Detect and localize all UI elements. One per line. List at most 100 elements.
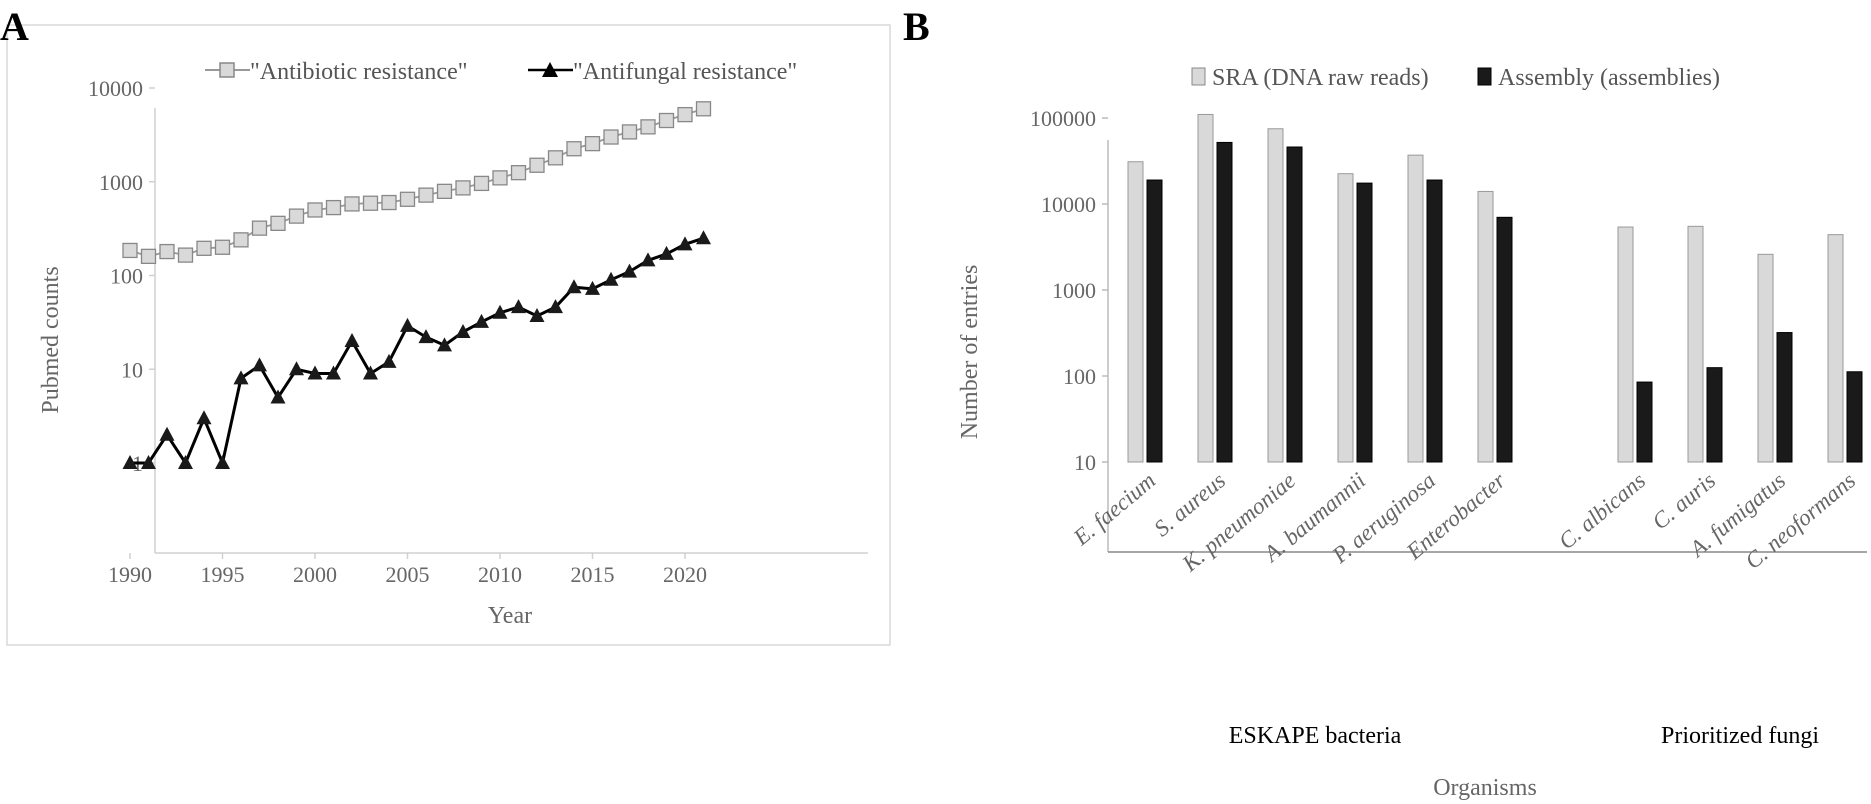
panel-b-x-axis-label: Organisms [1433,775,1537,801]
antibiotic-point [566,141,582,157]
antibiotic-point [418,187,434,203]
sra-bar [1337,173,1354,463]
antibiotic-point [344,196,360,212]
group-label-eskape: ESKAPE bacteria [1229,723,1402,749]
sra-bar [1197,113,1214,463]
antibiotic-point [159,243,175,260]
antibiotic-point [270,215,286,231]
antibiotic-point [455,180,471,196]
antibiotic-point [233,232,249,248]
panel-b-legend: SRA (DNA raw reads) Assembly (assemblies… [1191,65,1720,91]
antibiotic-point [381,194,397,211]
legend-antifungal-label: "Antifungal resistance" [573,59,797,85]
panel-a-line-chart: A "Antibiotic resistance" "Antifungal re… [0,4,891,646]
panel-a-frame [6,24,891,646]
panel-b-y-axis-label: Number of entries [957,265,983,440]
antifungal-point [252,357,267,372]
antifungal-point [178,455,193,469]
antifungal-point [603,271,619,286]
antifungal-point [492,304,508,319]
assembly-bar [1426,179,1443,463]
antibiotic-point [362,195,379,211]
panel-a-x-tick-label: 2005 [386,562,430,587]
organism-label: E. faecium [1068,468,1160,551]
panel-a-letter: A [0,4,29,49]
antibiotic-point [399,191,416,207]
antibiotic-point [547,150,564,166]
antifungal-point [400,317,415,332]
legend-sra-label: SRA (DNA raw reads) [1212,65,1429,91]
panel-b-letter: B [903,4,930,49]
antibiotic-point [529,157,545,173]
panel-a-x-tick-label: 2015 [571,562,615,587]
antibiotic-point [122,242,138,259]
antibiotic-point [251,220,268,236]
antifungal-point [233,370,249,385]
antifungal-point [307,365,323,380]
antibiotic-point [325,199,342,216]
sra-bar [1827,234,1844,463]
antifungal-point [622,263,637,278]
sra-bar [1687,225,1704,463]
assembly-bar [1846,371,1863,463]
antibiotic-point [658,112,675,129]
legend-sra-swatch [1191,67,1206,86]
panel-a-x-tick-label: 2000 [293,562,337,587]
legend-assembly-label: Assembly (assemblies) [1498,65,1720,91]
antifungal-point [159,426,175,441]
panel-a-legend: "Antibiotic resistance" "Antifungal resi… [205,59,797,85]
antifungal-point [455,323,471,338]
antibiotic-point [584,135,601,152]
assembly-bar [1286,146,1303,463]
panel-a-y-axis-label: Pubmed counts [38,266,64,413]
panel-a-x-tick-label: 1990 [108,562,152,587]
antifungal-point [548,299,563,314]
antibiotic-point [677,106,693,123]
assembly-bar [1216,141,1233,463]
sra-bar [1127,161,1144,463]
antibiotic-point [177,247,194,263]
legend-marker-square [219,62,235,78]
panel-b-bar-chart: B SRA (DNA raw reads) Assembly (assembli… [903,4,1867,801]
antibiotic-point [196,240,212,256]
antifungal-point [511,299,526,314]
antifungal-point [659,245,674,260]
antibiotic-point [140,248,157,265]
assembly-bar [1146,179,1163,463]
antifungal-point [381,353,397,368]
sra-bar [1617,226,1634,463]
panel-a-x-tick-label: 2020 [663,562,707,587]
panel-a-y-tick-label: 10 [121,357,143,382]
antifungal-point [474,313,489,328]
antibiotic-point [436,183,453,199]
panel-b-y-tick-label: 100 [1063,364,1096,389]
antifungal-point [141,455,156,469]
antibiotic-point [695,101,712,117]
antibiotic-point [621,124,638,140]
antifungal-point [566,279,582,294]
antifungal-point [529,307,545,322]
panel-a-x-tick-label: 1995 [201,562,245,587]
antifungal-point [585,280,600,295]
antifungal-point [215,455,230,469]
antifungal-point [270,389,286,404]
sra-bar [1267,128,1284,463]
antibiotic-point [492,170,508,186]
antifungal-point [640,252,656,267]
sra-bar [1477,190,1494,463]
legend-antibiotic-label: "Antibiotic resistance" [250,59,468,85]
antifungal-point [437,337,452,352]
antibiotic-point [640,119,656,135]
legend-marker-triangle [542,62,558,77]
panel-b-y-tick-label: 10 [1074,450,1096,475]
antibiotic-point [307,202,323,218]
antifungal-point [418,329,434,344]
sra-bar [1757,253,1774,463]
antibiotic-point [288,208,305,224]
panel-a-y-tick-label: 100 [110,264,143,289]
panel-a-x-tick-label: 2010 [478,562,522,587]
sra-bar [1407,154,1424,463]
legend-assembly-swatch [1477,67,1492,86]
panel-b-y-tick-label: 100000 [1030,106,1096,131]
